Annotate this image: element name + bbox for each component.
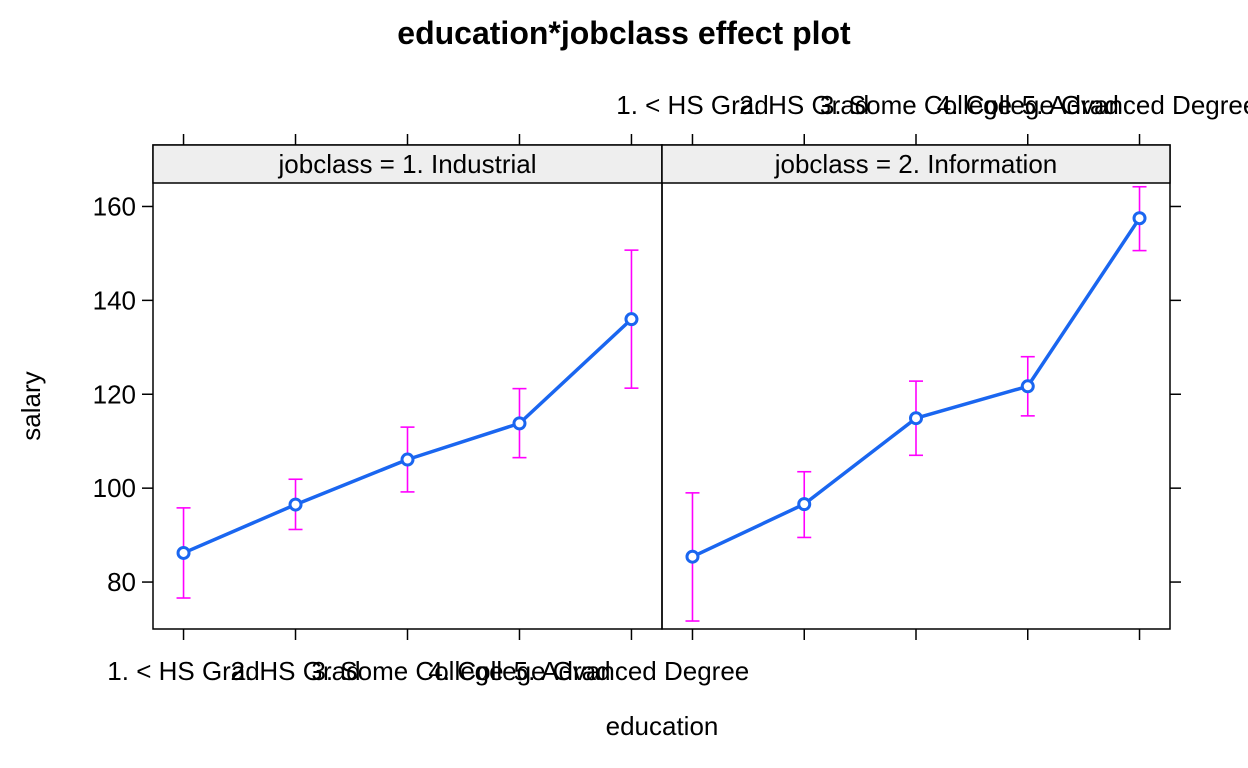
strip-label: jobclass = 2. Information [774,149,1058,179]
x-tick-label: 4. College Grad [937,90,1119,120]
y-tick-label: 160 [93,191,136,221]
effect-point [797,497,812,512]
y-tick-label: 120 [93,379,136,409]
strip-background [661,144,1171,184]
x-tick-label: 5. Advanced Degree [1022,90,1248,120]
y-tick-label: 80 [107,567,136,597]
y-axis-label: salary [16,371,46,440]
effect-point [685,549,700,564]
x-tick-label: 1. < HS Grad [107,656,259,686]
x-axis-label: education [606,711,719,741]
effect-point [288,497,303,512]
y-tick-label: 100 [93,473,136,503]
panel-frame [152,144,663,630]
strip-label: jobclass = 1. Industrial [278,149,537,179]
x-tick-label: 4. College Grad [428,656,610,686]
effect-point [1132,211,1147,226]
y-tick-label: 140 [93,285,136,315]
strip-background [152,144,663,184]
x-tick-label: 2. HS Grad [230,656,360,686]
effect-point [400,452,415,467]
x-tick-label: 5. Advanced Degree [514,656,750,686]
effect-point [176,545,191,560]
x-tick-label: 2. HS Grad [739,90,869,120]
effect-point [1020,379,1035,394]
chart-title: education*jobclass effect plot [397,15,851,51]
effect-point [512,416,527,431]
effect-point [624,312,639,327]
x-tick-label: 3. Some College [311,656,503,686]
effect-point [909,411,923,426]
x-tick-label: 3. Some College [820,90,1012,120]
x-tick-label: 1. < HS Grad [616,90,768,120]
